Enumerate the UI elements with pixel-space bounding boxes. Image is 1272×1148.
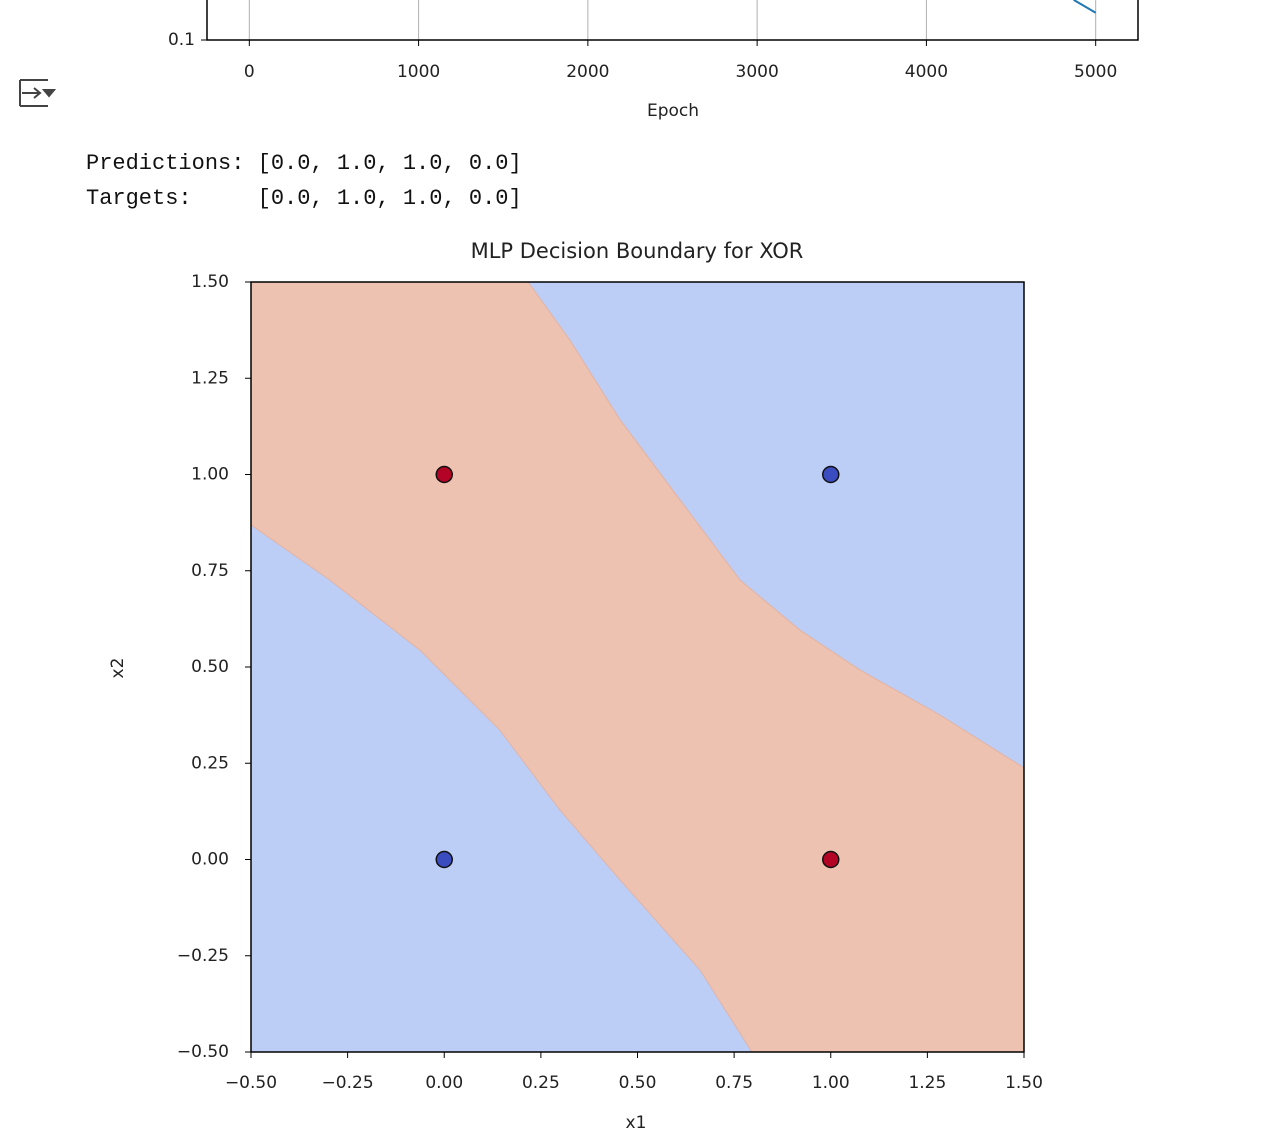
x-tick-label: −0.50	[225, 1073, 277, 1093]
x-tick-label: 1.50	[1005, 1073, 1043, 1093]
icon-bracket	[19, 79, 48, 107]
x-tick-label: 2000	[566, 62, 609, 82]
y-axis-label: x2	[108, 658, 128, 679]
x-tick-label: 4000	[905, 62, 948, 82]
y-tick-label: 0.25	[191, 753, 229, 773]
data-point	[435, 465, 453, 484]
plot-frame	[206, 0, 1139, 41]
x-axis-label: x1	[626, 1113, 647, 1133]
y-tick-label: 0.50	[191, 657, 229, 677]
x-tick-label: 1000	[397, 62, 440, 82]
y-tick-label: −0.25	[177, 946, 229, 966]
y-tick-label: 1.25	[191, 368, 229, 388]
loss-line	[1073, 0, 1097, 14]
x-axis-label: Epoch	[647, 101, 699, 121]
data-point	[822, 465, 840, 484]
x-tick-label: 1.25	[908, 1073, 946, 1093]
y-tick-label: 0.00	[191, 850, 229, 870]
decision-boundary	[250, 524, 753, 1053]
x-tick-label: 1.00	[812, 1073, 850, 1093]
icon-arrow	[22, 87, 42, 99]
x-tick-label: 3000	[736, 62, 779, 82]
output-toggle-icon[interactable]	[19, 79, 57, 107]
output-line: Targets: [0.0, 1.0, 1.0, 0.0]	[86, 186, 522, 211]
data-point	[435, 850, 453, 869]
data-point	[822, 850, 840, 869]
decision-boundary	[527, 281, 1025, 769]
x-tick-label: 0.25	[522, 1073, 560, 1093]
x-tick-label: −0.25	[322, 1073, 374, 1093]
y-tick-label: 1.00	[191, 465, 229, 485]
y-tick-label: 1.50	[191, 272, 229, 292]
x-tick-label: 0.75	[715, 1073, 753, 1093]
icon-caret	[41, 89, 57, 98]
x-tick-label: 0.50	[619, 1073, 657, 1093]
x-tick-label: 0.00	[425, 1073, 463, 1093]
x-tick-label: 0	[244, 62, 255, 82]
y-tick-label: 0.1	[168, 30, 195, 50]
chart-title: MLP Decision Boundary for XOR	[471, 239, 804, 263]
y-tick-label: 0.75	[191, 561, 229, 581]
y-tick-label: −0.50	[177, 1042, 229, 1062]
x-tick-label: 5000	[1074, 62, 1117, 82]
plot-frame	[250, 281, 1025, 1053]
output-line: Predictions: [0.0, 1.0, 1.0, 0.0]	[86, 151, 522, 176]
